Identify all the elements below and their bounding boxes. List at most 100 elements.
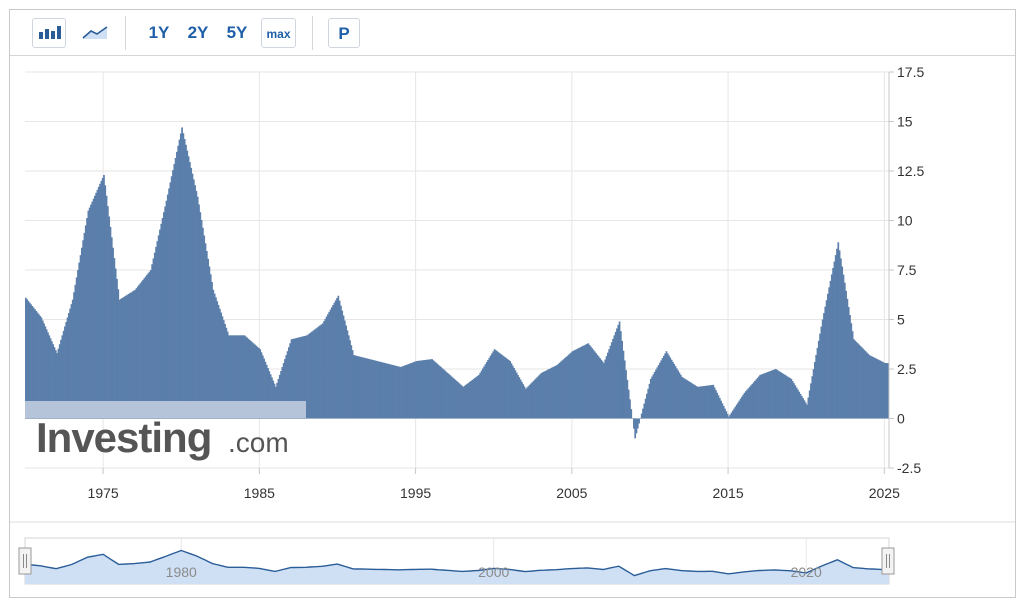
bar (687, 381, 690, 419)
bar (776, 369, 778, 419)
bar (403, 365, 406, 419)
bar (347, 335, 350, 419)
y-tick-label: 7.5 (897, 262, 917, 278)
bar (604, 359, 607, 419)
bar (138, 284, 140, 419)
bar (669, 357, 672, 419)
bar (557, 363, 560, 419)
bar (144, 276, 147, 419)
bar (748, 386, 751, 419)
bar (636, 418, 639, 429)
range-max-button[interactable]: max (261, 18, 296, 48)
bar (40, 317, 43, 419)
bar (725, 411, 728, 419)
range-2y-button[interactable]: 2Y (187, 23, 209, 42)
bar (190, 167, 193, 419)
bar (156, 241, 159, 419)
bar (234, 335, 237, 419)
bar (419, 360, 422, 419)
bar (672, 361, 674, 419)
bar (679, 374, 682, 419)
bar (880, 361, 883, 419)
bar (666, 353, 669, 419)
bar (39, 315, 42, 419)
navigator-handle-right[interactable] (881, 547, 895, 575)
bar (475, 376, 478, 419)
bar (288, 347, 290, 419)
bar (784, 374, 786, 419)
bar (541, 372, 544, 419)
bar (27, 301, 30, 419)
bar (876, 359, 879, 419)
bar (605, 356, 608, 419)
bar (315, 328, 318, 419)
bar (601, 361, 604, 419)
bar (312, 330, 315, 419)
bar (592, 349, 595, 419)
bar (622, 350, 625, 419)
bar (269, 374, 272, 419)
bar (398, 366, 401, 419)
bar (761, 373, 764, 419)
bar (474, 377, 476, 419)
bar (340, 305, 342, 419)
bar (25, 297, 27, 419)
bar (440, 367, 443, 419)
bar (781, 373, 784, 419)
bar (290, 339, 293, 419)
bar (773, 369, 776, 419)
bar (354, 355, 357, 419)
bar-chart-button[interactable] (32, 18, 66, 48)
bar (62, 330, 65, 419)
bar (232, 335, 234, 419)
bar (875, 358, 877, 419)
bar (515, 372, 518, 419)
bar (446, 372, 449, 419)
bar (209, 274, 212, 419)
bar (405, 365, 407, 419)
range-5y-button[interactable]: 5Y (226, 23, 248, 42)
bar (291, 338, 294, 419)
bar (787, 377, 790, 419)
bar (691, 383, 694, 419)
bar (803, 400, 806, 419)
bar (743, 392, 746, 419)
bar (126, 294, 129, 419)
bar (219, 308, 221, 419)
bar (285, 355, 288, 419)
bar (492, 351, 495, 419)
y-tick-label: -2.5 (897, 460, 921, 476)
bar (189, 162, 191, 419)
bar (651, 376, 653, 419)
bar (166, 194, 169, 419)
bar (489, 355, 492, 419)
x-tick-label: 1995 (400, 485, 431, 501)
bar (836, 248, 838, 419)
p-button[interactable]: P (328, 18, 360, 48)
bar (879, 360, 881, 419)
bar-chart-icon (39, 26, 61, 39)
y-tick-label: 12.5 (897, 163, 924, 179)
bar (704, 385, 707, 419)
bar (730, 412, 733, 419)
bar (733, 408, 735, 419)
range-1y-button[interactable]: 1Y (148, 23, 170, 42)
bar (242, 335, 245, 419)
bar (837, 242, 840, 419)
bar (448, 374, 450, 419)
area-chart-button[interactable] (78, 18, 112, 48)
bar (517, 374, 519, 419)
bar (424, 359, 427, 419)
bar (544, 370, 547, 419)
bar (107, 206, 109, 419)
bar (500, 354, 502, 419)
bar (513, 368, 515, 419)
navigator-handle-left[interactable] (18, 547, 32, 575)
bar (459, 384, 462, 419)
bar (734, 406, 737, 419)
navigator[interactable]: 1980 2000 2020 (18, 537, 895, 585)
bar (746, 389, 748, 419)
bar (123, 296, 126, 419)
bar (668, 355, 670, 419)
bar (539, 374, 541, 419)
